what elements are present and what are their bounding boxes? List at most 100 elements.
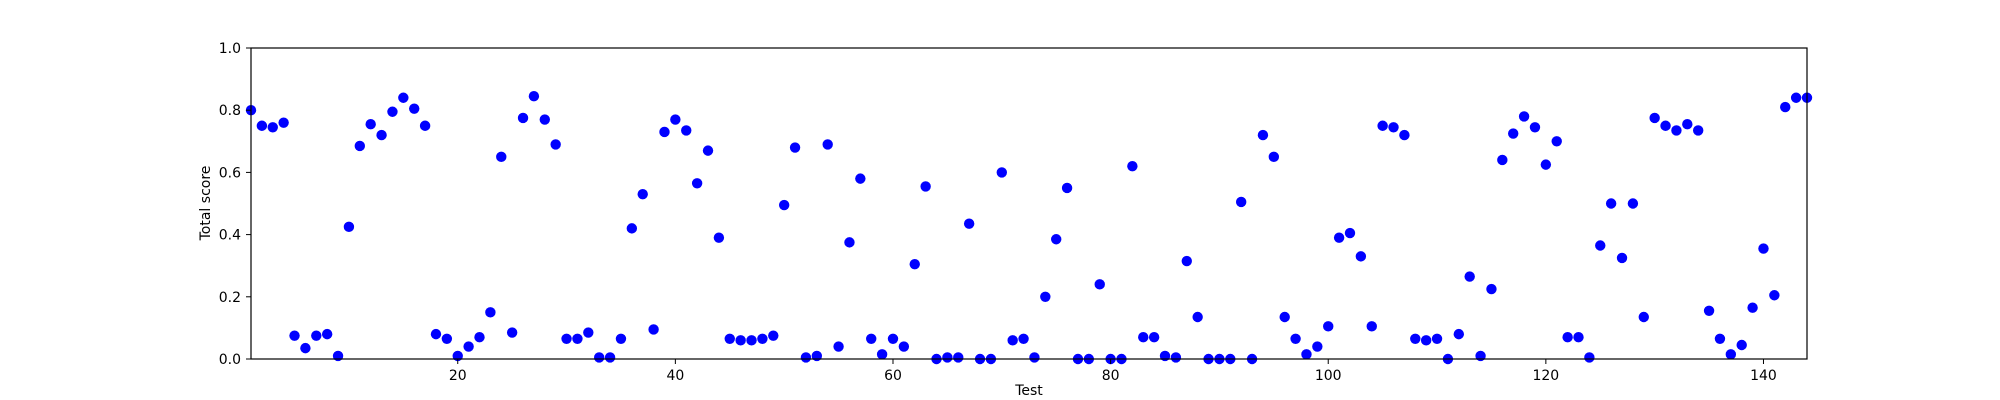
data-point [1518,111,1530,122]
data-point [583,327,594,338]
data-point [278,117,289,128]
data-point [267,122,278,133]
x-tick-label: 80 [1102,368,1120,384]
data-point [855,173,866,184]
data-point [1127,160,1138,172]
x-tick-label: 120 [1532,368,1559,384]
data-point [800,352,812,363]
data-point [1573,332,1584,343]
data-point [300,342,311,354]
data-point [681,125,692,136]
data-point [1181,255,1192,267]
plot-frame [250,47,1808,360]
data-point [1508,128,1519,139]
data-point [1497,154,1508,166]
data-point [713,232,725,243]
data-point [1540,159,1552,170]
data-point [387,106,398,117]
data-point [376,129,387,141]
data-point [691,178,703,189]
data-point [1138,332,1149,343]
data-point [1780,101,1791,113]
data-point [1420,335,1432,346]
data-point [637,188,648,200]
data-point [256,120,268,131]
data-point [1235,196,1247,208]
data-point [1605,198,1617,209]
data-point [1486,283,1497,295]
data-point [778,199,790,211]
data-point [1312,341,1323,352]
data-point [1061,182,1073,194]
data-point [768,330,779,341]
data-point [942,352,953,363]
data-point [648,324,659,335]
data-point [1344,227,1356,239]
data-point [1377,120,1388,131]
data-point [365,118,376,130]
data-point [1660,120,1671,131]
data-point [1007,335,1018,346]
data-point [953,352,964,363]
data-point [343,221,355,233]
data-point [321,328,333,340]
data-point [1769,290,1780,301]
y-tick-label: 0.0 [219,352,241,368]
data-point [604,352,616,363]
data-point [311,330,322,341]
data-point [844,237,855,248]
data-point [354,140,366,152]
y-tick-label: 0.4 [219,228,241,244]
data-point [1714,333,1726,344]
data-point [289,330,300,341]
x-tick-label: 40 [666,368,684,384]
data-point [517,112,529,124]
data-point [1703,305,1715,316]
data-point [1464,271,1475,282]
data-point [789,142,801,153]
y-tick-label: 0.8 [219,103,241,119]
data-point [430,328,442,340]
data-point [1170,352,1182,363]
data-point [822,139,833,150]
data-point [485,307,496,318]
data-point [996,167,1007,178]
data-point [419,120,431,131]
data-point [615,333,627,344]
data-point [757,333,768,344]
data-point [1051,234,1062,245]
data-point [1758,243,1769,254]
y-tick-label: 0.2 [219,290,241,306]
data-point [1257,129,1269,141]
data-point [1736,339,1747,351]
data-point [1551,136,1562,147]
data-point [1649,112,1660,124]
data-point [1040,291,1051,302]
y-axis-label: Total score [198,166,214,242]
y-tick-label: 1.0 [219,41,241,57]
data-point [1725,349,1737,360]
data-point [1562,332,1573,343]
data-point [1192,311,1203,323]
data-point [398,92,409,103]
data-point [1094,279,1105,290]
data-point [1333,232,1345,243]
data-point [528,91,540,102]
data-point [876,349,888,360]
data-point [833,341,844,352]
data-point [1584,352,1595,363]
data-point [670,114,681,125]
data-point [1529,122,1541,133]
data-point [1410,333,1421,344]
data-point [746,335,757,346]
data-point [1366,321,1377,332]
data-point [441,333,453,344]
data-point [1279,311,1290,323]
data-point [550,139,561,150]
data-point [659,126,670,138]
data-point [1595,240,1606,251]
data-point [1616,252,1628,264]
data-point [1148,332,1160,343]
